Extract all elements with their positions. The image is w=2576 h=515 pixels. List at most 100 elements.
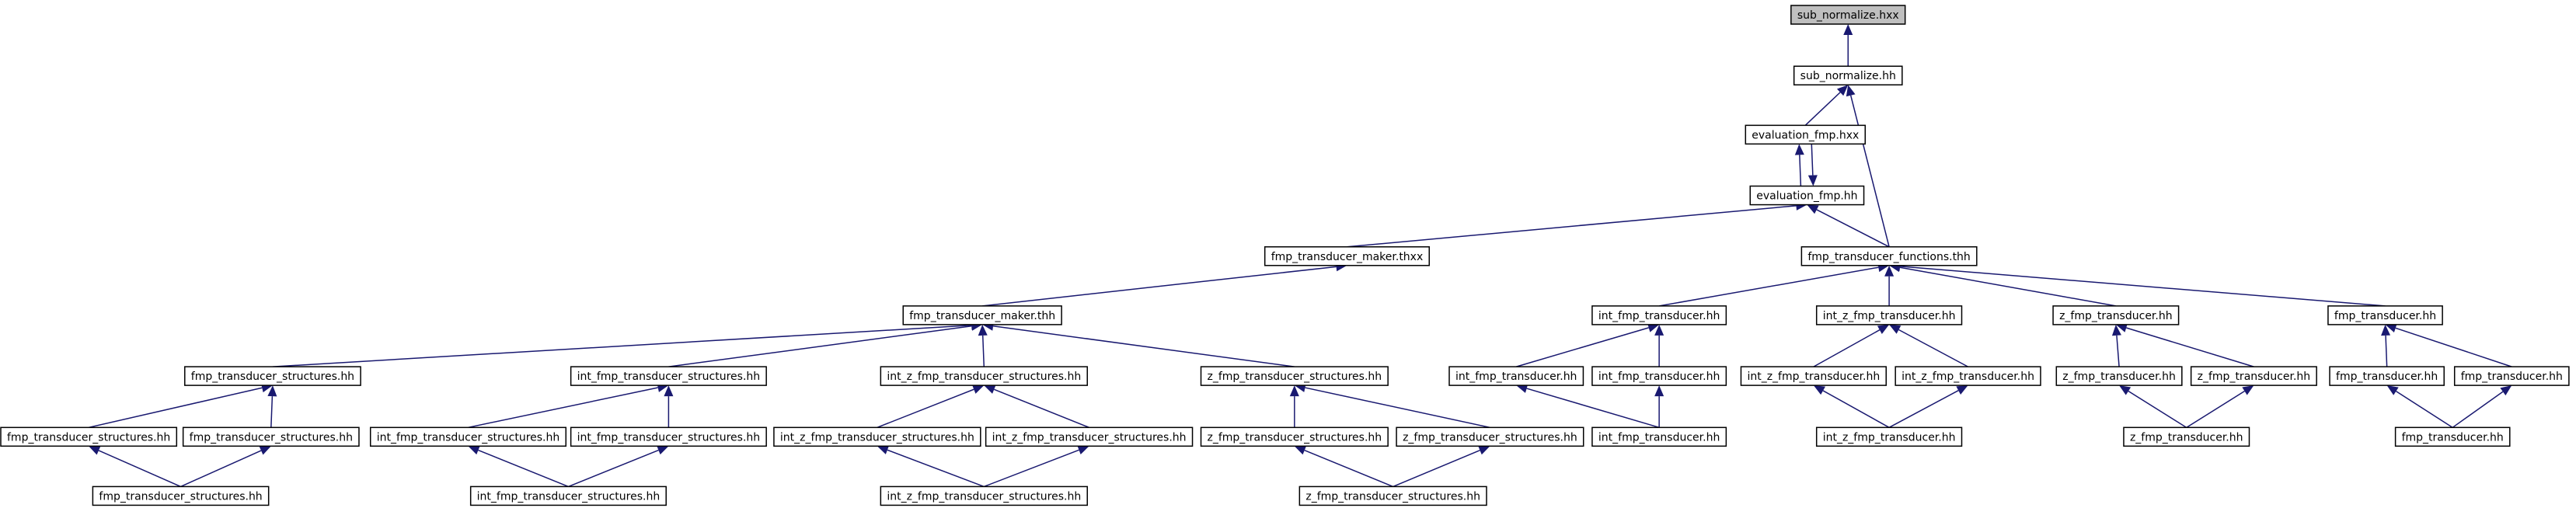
node-box — [1815, 426, 1963, 447]
node-box — [2190, 366, 2317, 386]
node-label: fmp_transducer_structures.hh — [190, 431, 353, 444]
node-label: fmp_transducer.hh — [2336, 371, 2438, 383]
node: fmp_transducer.hh — [2329, 366, 2445, 386]
edge — [568, 449, 659, 488]
arrowhead — [978, 324, 988, 336]
edge — [877, 388, 974, 429]
node-box — [985, 426, 1194, 447]
edge — [2126, 327, 2254, 367]
node-label: int_fmp_transducer.hh — [1598, 371, 1720, 383]
node-box — [469, 485, 667, 506]
node-box — [1448, 366, 1584, 386]
edge — [1804, 92, 1841, 126]
arrowhead — [468, 446, 480, 455]
arrowhead — [1884, 265, 1895, 277]
arrowhead — [1516, 384, 1529, 393]
edge — [1305, 387, 1490, 429]
edge — [1304, 449, 1393, 488]
node-box — [1793, 65, 1903, 85]
arrowhead — [1807, 175, 1818, 186]
edge — [982, 266, 1337, 307]
node-box — [1591, 426, 1727, 447]
node-label: int_z_fmp_transducer.hh — [1823, 431, 1956, 444]
edge — [1516, 327, 1649, 367]
node-box — [1740, 366, 1888, 386]
node-label: int_z_fmp_transducer.hh — [1823, 310, 1956, 322]
arrowhead — [1794, 144, 1804, 155]
node: sub_normalize.hxx — [1790, 5, 1906, 25]
node-box — [2123, 426, 2250, 447]
edge — [994, 388, 1089, 429]
node-label: fmp_transducer_maker.thh — [909, 310, 1055, 322]
node-label: int_z_fmp_transducer.hh — [1747, 371, 1880, 383]
node-box — [2055, 366, 2183, 386]
edge — [2385, 335, 2388, 367]
arrowhead — [2119, 385, 2132, 395]
node-box — [0, 426, 178, 447]
node-box — [2052, 305, 2180, 325]
node-box — [1790, 5, 1906, 25]
node: int_fmp_transducer_structures.hh — [469, 485, 667, 506]
arrowhead — [1294, 446, 1307, 455]
node-label: sub_normalize.hxx — [1797, 9, 1899, 22]
node-label: fmp_transducer_structures.hh — [99, 490, 262, 503]
edge — [981, 335, 985, 367]
edge — [88, 387, 263, 429]
node: int_fmp_transducer_structures.hh — [570, 426, 767, 447]
node-box — [570, 426, 767, 447]
node: int_z_fmp_transducer_structures.hh — [773, 426, 981, 447]
node: fmp_transducer_structures.hh — [92, 485, 270, 506]
node: fmp_transducer_structures.hh — [182, 426, 360, 447]
node: fmp_transducer_structures.hh — [0, 426, 178, 447]
node: z_fmp_transducer_structures.hh — [1200, 426, 1389, 447]
arrowhead — [1877, 324, 1890, 334]
arrowhead — [657, 446, 669, 455]
node-box — [2327, 305, 2443, 325]
node: fmp_transducer_maker.thxx — [1264, 246, 1431, 266]
node-label: int_z_fmp_transducer_structures.hh — [992, 431, 1187, 444]
node: z_fmp_transducer.hh — [2123, 426, 2250, 447]
arrowhead — [2385, 323, 2397, 333]
node: sub_normalize.hh — [1793, 65, 1903, 85]
node: int_fmp_transducer_structures.hh — [570, 366, 767, 386]
arrowhead — [259, 446, 271, 455]
node-box — [1298, 485, 1487, 506]
arrowhead — [1846, 85, 1856, 97]
edge — [984, 449, 1079, 488]
node-box — [184, 366, 361, 386]
edge — [887, 449, 985, 488]
arrowhead — [2386, 385, 2399, 395]
node: int_z_fmp_transducer.hh — [1815, 305, 1963, 325]
node-box — [1745, 124, 1867, 145]
arrowhead — [877, 445, 890, 454]
node-label: z_fmp_transducer.hh — [2130, 431, 2243, 444]
edge — [1849, 95, 1890, 247]
node: int_z_fmp_transducer.hh — [1895, 366, 2041, 386]
node: z_fmp_transducer_structures.hh — [1200, 366, 1389, 386]
node: z_fmp_transducer_structures.hh — [1298, 485, 1487, 506]
edge — [2116, 335, 2120, 367]
node: int_fmp_transducer_structures.hh — [369, 426, 567, 447]
node-box — [1749, 185, 1865, 206]
edge — [1816, 209, 1890, 248]
node: z_fmp_transducer_structures.hh — [1396, 426, 1584, 447]
edge — [1811, 144, 1814, 176]
node-box — [1200, 366, 1389, 386]
node-box — [1591, 305, 1727, 325]
node-label: z_fmp_transducer_structures.hh — [1208, 371, 1382, 383]
node-label: int_fmp_transducer.hh — [1598, 310, 1720, 322]
nodes: sub_normalize.hxx sub_normalize.hhevaluat… — [0, 5, 2570, 506]
arrowhead — [1077, 445, 1089, 454]
arrowhead — [267, 385, 277, 397]
node-box — [1264, 246, 1431, 266]
node: int_z_fmp_transducer.hh — [1815, 426, 1963, 447]
arrowhead — [2111, 324, 2121, 336]
edges — [88, 24, 2512, 488]
node-label: z_fmp_transducer_structures.hh — [1403, 431, 1577, 444]
node-box — [880, 485, 1088, 506]
node-label: evaluation_fmp.hxx — [1752, 129, 1859, 141]
node-box — [369, 426, 567, 447]
node-box — [92, 485, 270, 506]
